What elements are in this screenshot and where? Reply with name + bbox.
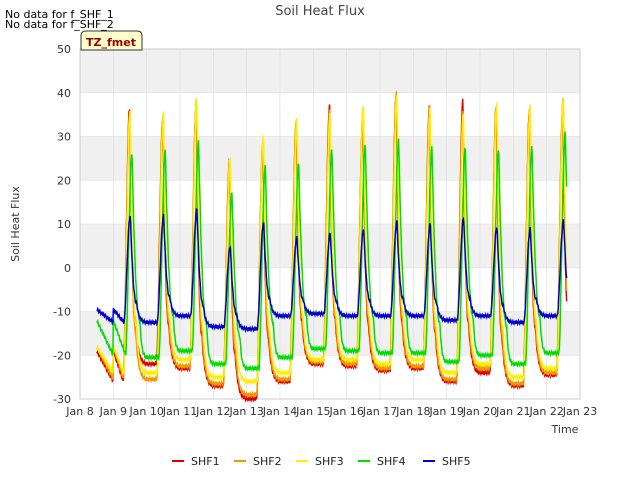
series-line-shf5 xyxy=(96,207,568,334)
x-tick-label: Jan 9 xyxy=(99,405,127,418)
tz-badge: TZ_fmet xyxy=(80,30,143,51)
x-tick-label: Jan 10 xyxy=(128,405,163,418)
x-tick-label: Jan 18 xyxy=(395,405,430,418)
x-tick-label: Jan 17 xyxy=(362,405,397,418)
x-tick-label: Jan 13 xyxy=(228,405,263,418)
y-tick-label: -30 xyxy=(53,393,71,406)
y-tick-label: 20 xyxy=(57,174,71,187)
x-tick-label: Jan 11 xyxy=(162,405,197,418)
x-tick-label: Jan 15 xyxy=(295,405,330,418)
x-tick-label: Jan 16 xyxy=(328,405,363,418)
series-line-shf4 xyxy=(96,131,568,373)
chart-title: Soil Heat Flux xyxy=(275,4,365,19)
x-tick-label: Jan 23 xyxy=(562,405,597,418)
plot-band xyxy=(80,49,580,93)
y-tick-label: 0 xyxy=(64,262,71,275)
y-tick-label: -10 xyxy=(53,306,71,319)
y-axis-label: Soil Heat Flux xyxy=(9,186,22,262)
x-tick-label: Jan 19 xyxy=(428,405,463,418)
legend-label-shf5: SHF5 xyxy=(442,455,471,468)
legend-label-shf2: SHF2 xyxy=(253,455,282,468)
legend: SHF1 SHF2 SHF3 SHF4 SHF5 xyxy=(172,455,471,468)
plot-frame xyxy=(79,48,581,400)
legend-label-shf4: SHF4 xyxy=(377,455,406,468)
y-tick-label: 10 xyxy=(57,218,71,231)
y-tick-label: 40 xyxy=(57,87,71,100)
y-tick-label: 50 xyxy=(57,43,71,56)
plot-band xyxy=(80,224,580,268)
legend-label-shf1: SHF1 xyxy=(191,455,220,468)
y-tick-label: 30 xyxy=(57,131,71,144)
x-tick-label: Jan 12 xyxy=(195,405,230,418)
tz-badge-label: TZ_fmet xyxy=(86,36,136,49)
x-tick-label: Jan 21 xyxy=(495,405,530,418)
x-tick-label: Jan 20 xyxy=(462,405,497,418)
no-data-note-1: No data for f_SHF_1 xyxy=(5,8,114,21)
x-tick-label: Jan 8 xyxy=(65,405,93,418)
legend-label-shf3: SHF3 xyxy=(315,455,344,468)
x-axis-label: Time xyxy=(551,423,579,436)
x-tick-label: Jan 22 xyxy=(528,405,563,418)
plot-band xyxy=(80,311,580,356)
x-tick-label: Jan 14 xyxy=(262,405,297,418)
series-line-shf3 xyxy=(96,95,568,386)
y-tick-label: -20 xyxy=(53,349,71,362)
no-data-note-2: No data for f_SHF_2 xyxy=(5,18,114,31)
